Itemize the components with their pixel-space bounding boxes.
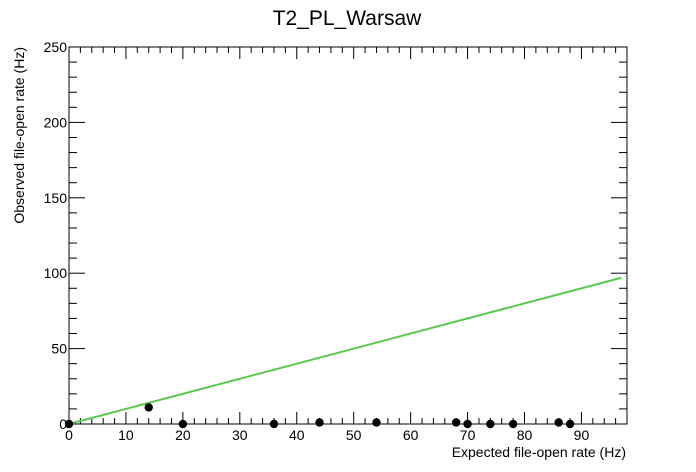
data-point	[64, 419, 74, 429]
x-tick-label: 20	[175, 427, 191, 443]
data-point	[144, 403, 153, 412]
data-point	[565, 419, 575, 429]
x-tick-label: 80	[517, 427, 533, 443]
x-tick-label: 0	[65, 427, 73, 443]
y-tick-label: 200	[44, 114, 68, 130]
plot-area	[64, 276, 622, 429]
x-tick-label: 50	[346, 427, 362, 443]
y-tick-label: 100	[44, 265, 68, 281]
chart-title: T2_PL_Warsaw	[273, 7, 422, 30]
y-axis-title: Observed file-open rate (Hz)	[11, 47, 27, 224]
y-tick-label: 250	[44, 39, 68, 55]
data-point	[269, 419, 279, 429]
data-point	[508, 419, 518, 429]
reference-line	[68, 276, 622, 425]
x-tick-label: 70	[460, 427, 476, 443]
data-point	[178, 419, 188, 429]
plot-border	[68, 46, 628, 425]
data-point	[486, 419, 495, 429]
y-tick-label: 150	[44, 190, 68, 206]
x-tick-label: 60	[403, 427, 419, 443]
x-axis: 0 10 20 30 40 50 60 70 80 90	[65, 47, 628, 443]
x-tick-label: 10	[118, 427, 134, 443]
data-point	[463, 419, 472, 429]
y-tick-label: 0	[59, 416, 67, 432]
y-axis: 0 50 100 150 200 250	[44, 39, 627, 432]
data-point	[451, 418, 461, 427]
y-tick-label: 50	[51, 341, 67, 357]
plot-frame	[68, 46, 628, 425]
data-point	[372, 418, 381, 427]
data-point	[554, 418, 563, 427]
data-point	[315, 418, 324, 427]
x-tick-label: 30	[232, 427, 248, 443]
x-tick-label: 40	[289, 427, 305, 443]
x-axis-title: Expected file-open rate (Hz)	[452, 444, 626, 460]
x-tick-label: 90	[574, 427, 590, 443]
